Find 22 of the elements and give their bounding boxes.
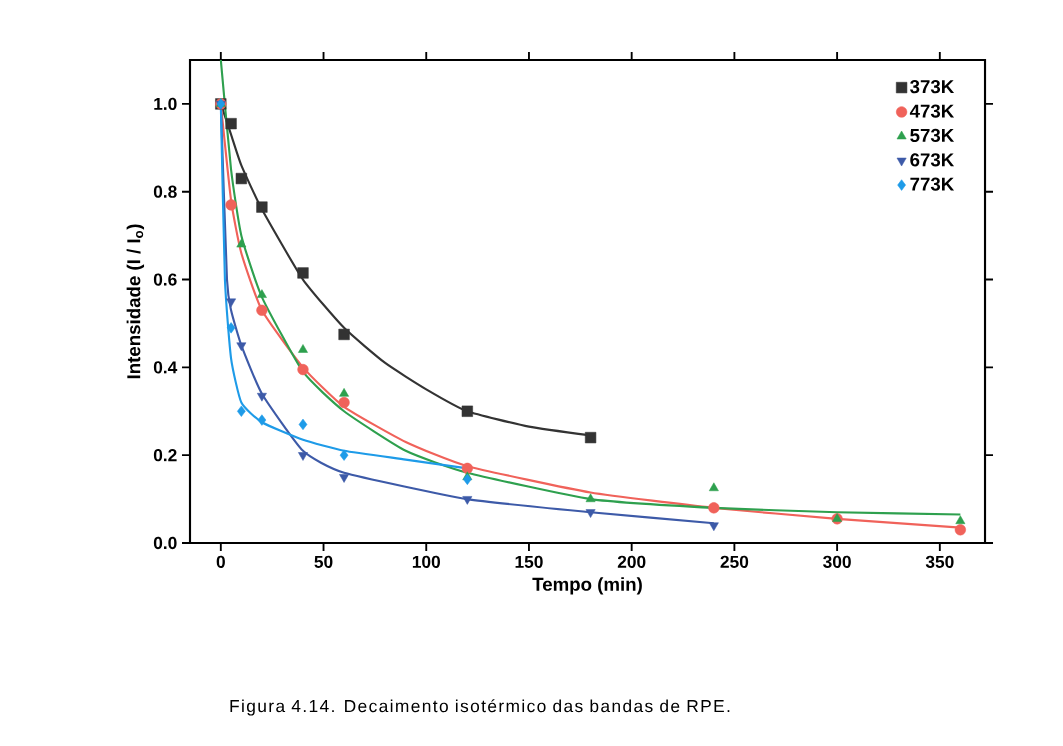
legend-label: 673K — [910, 153, 955, 167]
x-tick-label: 150 — [515, 555, 543, 568]
legend-label: 373K — [910, 80, 955, 94]
y-tick-label: 0.2 — [153, 449, 177, 462]
x-axis-title: Tempo (min) — [532, 577, 642, 595]
y-tick-label: 0.6 — [153, 273, 177, 286]
legend-label: 573K — [910, 128, 955, 143]
x-tick-label: 350 — [925, 555, 954, 568]
x-tick-label: 300 — [823, 555, 851, 568]
x-tick-label: 250 — [720, 555, 749, 568]
x-tick-label: 50 — [314, 555, 333, 568]
legend-label: 773K — [910, 177, 955, 191]
y-tick-label: 1.0 — [154, 97, 177, 111]
x-tick-label: 0 — [216, 555, 225, 568]
legend-label: 473K — [909, 104, 955, 118]
y-axis-title: Intensidade (I / I$_{o}$) — [126, 224, 145, 379]
y-tick-label: 0.4 — [153, 361, 178, 374]
x-tick-label: 200 — [617, 555, 646, 568]
y-tick-label: 0.8 — [153, 185, 177, 198]
text: Figura 4.14. Decaimento isotérmico das bandas de RPE. — [230, 699, 730, 716]
y-tick-label: 0.0 — [153, 536, 177, 550]
x-tick-label: 100 — [412, 555, 440, 568]
